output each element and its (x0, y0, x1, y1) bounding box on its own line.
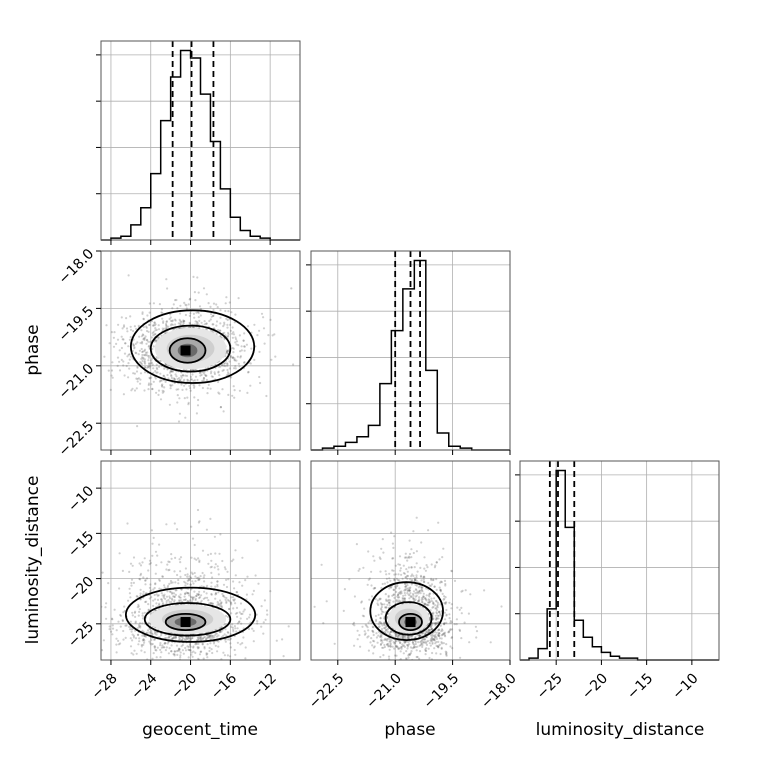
contour-level-1 (168, 337, 207, 364)
density-shading (124, 586, 257, 643)
histogram-geocent-time (101, 49, 300, 241)
histogram-phase (311, 259, 510, 451)
y-axis-label-luminosity-distance: luminosity_distance (23, 476, 43, 645)
density-peak (405, 617, 416, 628)
panel-frame (100, 40, 301, 241)
hist-panel-phase (306, 250, 511, 455)
contour-level-1 (398, 612, 423, 632)
density-shading (129, 309, 256, 384)
x-axis-label-phase: phase (384, 720, 435, 740)
contour-level-2 (143, 602, 232, 637)
contour-level-3 (369, 581, 444, 642)
x-axis-label-geocent-time: geocent_time (142, 720, 258, 740)
joint-panel-geocent-time-vs-luminosity-distance (96, 460, 301, 665)
density-peak (180, 617, 191, 628)
panel-frame (310, 250, 511, 451)
panel-frame (519, 460, 720, 661)
hist-panel-geocent-time (96, 40, 301, 245)
joint-panel-geocent-time-vs-phase (96, 250, 301, 455)
panel-frame (310, 460, 511, 661)
x-axis-label-luminosity-distance: luminosity_distance (536, 720, 705, 740)
density-peak (180, 345, 191, 356)
panel-frame (100, 460, 301, 661)
contour-level-2 (384, 601, 433, 636)
contour-level-3 (129, 309, 256, 384)
contour-level-1 (164, 612, 207, 632)
hist-panel-luminosity-distance (515, 460, 720, 665)
y-axis-label-phase: phase (23, 324, 43, 375)
panel-frame (100, 250, 301, 451)
density-shading (369, 581, 444, 642)
contour-level-3 (124, 586, 257, 643)
contour-level-2 (149, 324, 232, 373)
joint-panel-phase-vs-luminosity-distance (310, 460, 511, 665)
